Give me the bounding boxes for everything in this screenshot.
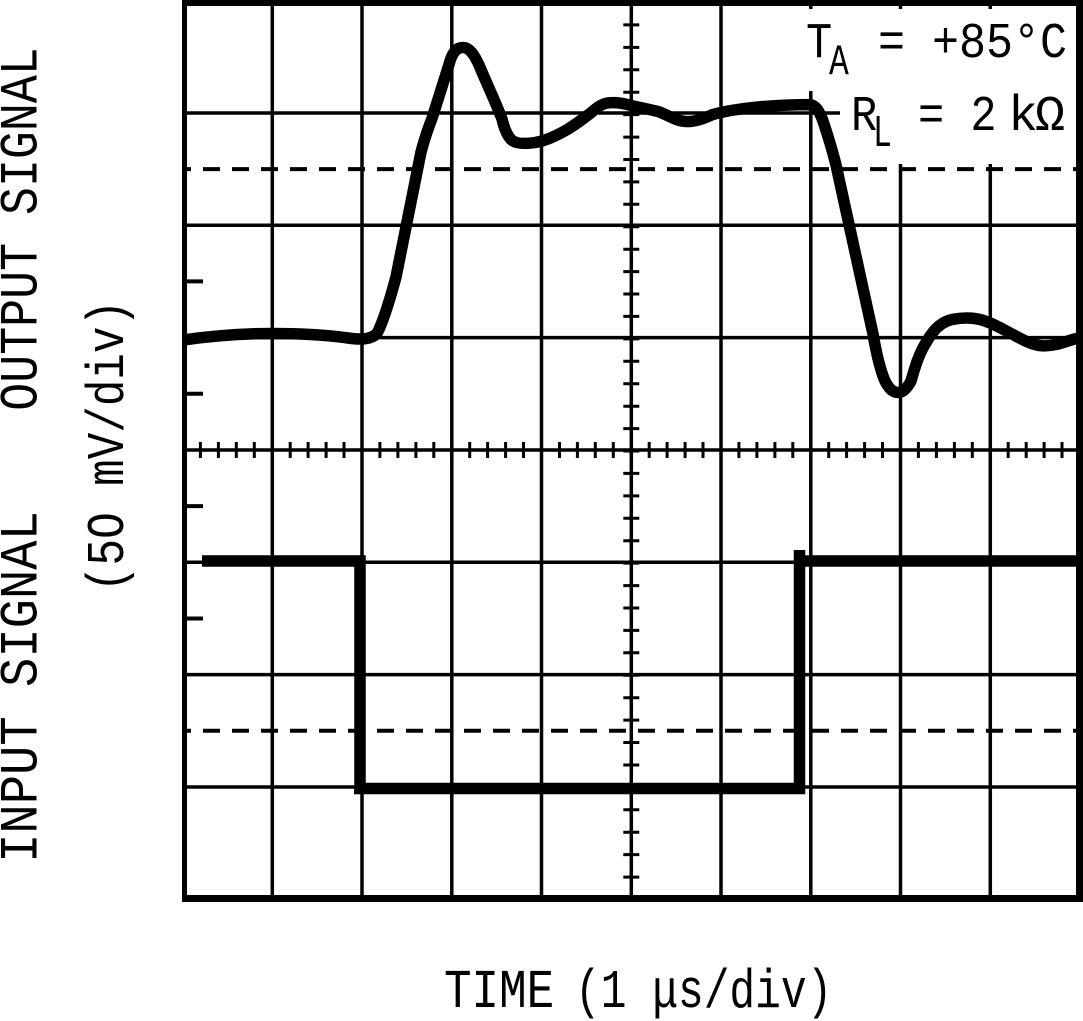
svg-text:= +85°C: = +85°C — [878, 16, 1067, 73]
svg-text:A: A — [829, 38, 849, 88]
svg-text:INPUT SIGNAL: INPUT SIGNAL — [0, 511, 53, 863]
svg-text:Ω: Ω — [1035, 89, 1065, 146]
svg-text:k: k — [1008, 89, 1038, 146]
svg-text:OUTPUT SIGNAL: OUTPUT SIGNAL — [0, 47, 54, 410]
svg-text:L: L — [873, 109, 892, 160]
svg-text:(5O mV/div): (5O mV/div) — [78, 300, 139, 592]
svg-text:(1 μs/div): (1 μs/div) — [575, 961, 832, 1021]
svg-text:R: R — [851, 90, 877, 146]
svg-text:= 2: = 2 — [918, 90, 997, 146]
svg-text:T: T — [806, 17, 832, 73]
svg-text:TIME: TIME — [444, 962, 554, 1021]
